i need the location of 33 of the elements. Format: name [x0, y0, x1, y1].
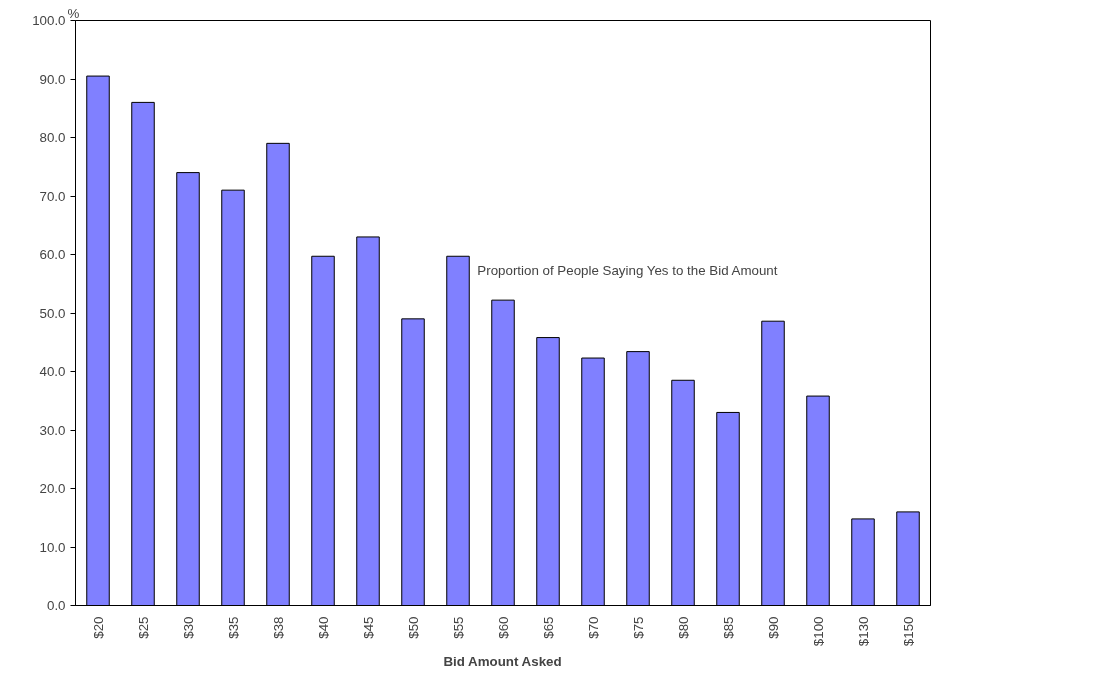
x-tick-label: $80	[675, 616, 691, 639]
y-tick-label: 70.0	[39, 188, 66, 204]
x-tick-label: $130	[855, 616, 871, 647]
x-tick-label: $60	[495, 616, 511, 639]
y-tick-label: 80.0	[39, 130, 66, 145]
y-axis-title: %	[67, 5, 80, 21]
y-tick-label: 40.0	[39, 364, 66, 379]
annotation: Proportion of People Saying Yes to the Bid Amount	[477, 262, 778, 278]
y-tick-label: 10.0	[39, 539, 66, 555]
x-tick-label: $50	[405, 616, 421, 639]
x-tick-label: $90	[765, 616, 781, 639]
y-tick-label: 60.0	[39, 247, 66, 262]
y-tick-label: 20.0	[39, 481, 66, 496]
y-tick-label: 0.0	[46, 598, 66, 613]
x-tick-label: $55	[450, 616, 466, 639]
x-tick-label: $35	[225, 616, 241, 639]
y-tick-label: 30.0	[39, 422, 66, 438]
y-tick-label: 100.0	[32, 13, 66, 28]
x-tick-label: $25	[135, 616, 151, 639]
x-tick-label: $20	[90, 616, 106, 639]
x-tick-label: $65	[540, 616, 556, 639]
x-tick-label: $100	[810, 616, 826, 647]
x-tick-label: $40	[315, 616, 331, 639]
x-tick-label: $70	[585, 616, 601, 639]
x-axis-title: Bid Amount Asked	[443, 654, 562, 670]
y-tick-label: 90.0	[39, 71, 66, 87]
y-tick-label: 50.0	[39, 305, 66, 321]
x-tick-label: $150	[900, 616, 916, 647]
x-tick-label: $30	[180, 616, 196, 639]
x-tick-label: $45	[360, 616, 376, 639]
x-tick-label: $38	[270, 616, 286, 639]
x-tick-label: $75	[630, 616, 646, 639]
x-tick-label: $85	[720, 616, 736, 639]
